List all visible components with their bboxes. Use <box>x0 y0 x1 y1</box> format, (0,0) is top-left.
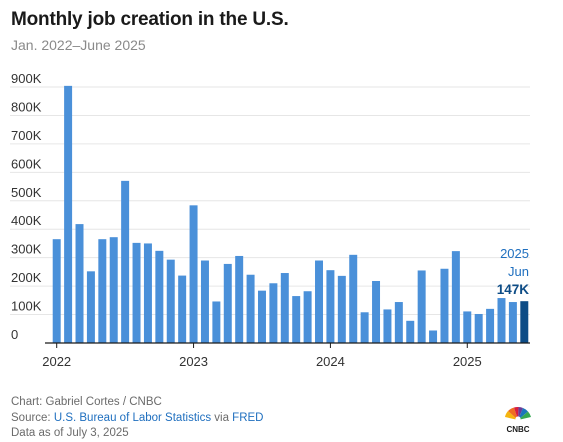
bar <box>200 260 209 343</box>
source-line: Source: U.S. Bureau of Labor Statistics … <box>11 411 263 427</box>
bar <box>121 180 130 343</box>
bar <box>417 270 426 343</box>
y-tick-label: 900K <box>11 71 42 86</box>
bar <box>235 255 244 343</box>
bar <box>52 239 61 343</box>
y-tick-label: 700K <box>11 128 42 143</box>
bar <box>109 237 118 343</box>
nbc-peacock-icon <box>505 406 531 422</box>
bar <box>212 301 221 343</box>
bar <box>292 296 301 343</box>
chart-footer: Chart: Gabriel Cortes / CNBC Source: U.S… <box>11 395 263 442</box>
bar <box>315 260 324 343</box>
y-tick-label: 100K <box>11 299 42 314</box>
bar <box>349 254 358 343</box>
data-date-note: Data as of July 3, 2025 <box>11 427 129 439</box>
bar <box>463 311 472 343</box>
logo-text: CNBC <box>506 425 529 434</box>
bar <box>508 302 517 343</box>
annotation-month: Jun <box>508 264 529 279</box>
bar <box>360 312 369 343</box>
bar <box>86 271 95 343</box>
bar <box>394 302 403 343</box>
y-tick-label: 300K <box>11 242 42 257</box>
bar <box>166 259 175 343</box>
source-link-bls[interactable]: U.S. Bureau of Labor Statistics <box>53 411 212 424</box>
bar <box>451 251 460 343</box>
bar-highlight <box>520 301 529 343</box>
y-tick-label: 0 <box>11 327 18 342</box>
x-axis: 2022 2023 2024 2025 <box>42 342 530 369</box>
bar <box>132 242 141 343</box>
x-tick-label: 2024 <box>316 354 345 369</box>
bar <box>98 239 107 343</box>
y-tick-label: 500K <box>11 185 42 200</box>
bar <box>383 309 392 343</box>
bar <box>75 224 84 343</box>
cnbc-logo: CNBC <box>505 406 531 434</box>
bar <box>406 320 415 343</box>
chart-subtitle: Jan. 2022–June 2025 <box>11 37 146 53</box>
y-tick-label: 400K <box>11 213 42 228</box>
bar <box>474 313 483 343</box>
bar <box>246 274 255 343</box>
bar <box>372 280 381 343</box>
bar <box>178 275 187 343</box>
y-tick-label: 800K <box>11 99 42 114</box>
bar <box>155 250 164 343</box>
x-tick-label: 2025 <box>453 354 482 369</box>
bar <box>64 85 73 344</box>
bar <box>269 283 278 343</box>
source-via: via <box>211 411 233 424</box>
y-tick-label: 600K <box>11 156 42 171</box>
source-link-fred[interactable]: FRED <box>232 411 264 424</box>
bar <box>303 291 312 343</box>
bars <box>52 85 529 344</box>
bar <box>440 268 449 343</box>
source-prefix: Source: <box>11 411 54 424</box>
bar <box>280 273 289 343</box>
bar <box>337 275 346 343</box>
bar <box>143 243 152 343</box>
y-axis-labels: 0 100K 200K 300K 400K 500K 600K 700K 800K 900K <box>11 71 42 342</box>
y-tick-label: 200K <box>11 270 42 285</box>
bar-chart: 0 100K 200K 300K 400K 500K 600K 700K 800K 900K 20… <box>10 71 530 369</box>
highlight-annotation: 2025 Jun 147K <box>497 246 530 297</box>
bar <box>257 290 266 343</box>
bar <box>223 263 232 343</box>
bar <box>429 330 438 343</box>
chart-title: Monthly job creation in the U.S. <box>11 9 289 30</box>
annotation-value: 147K <box>497 282 530 297</box>
bar <box>486 308 495 343</box>
x-tick-label: 2023 <box>179 354 208 369</box>
annotation-year: 2025 <box>500 246 529 261</box>
x-tick-label: 2022 <box>42 354 71 369</box>
bar <box>497 298 506 343</box>
chart-credit: Chart: Gabriel Cortes / CNBC <box>11 396 162 408</box>
bar <box>189 205 198 343</box>
bar <box>326 270 335 343</box>
